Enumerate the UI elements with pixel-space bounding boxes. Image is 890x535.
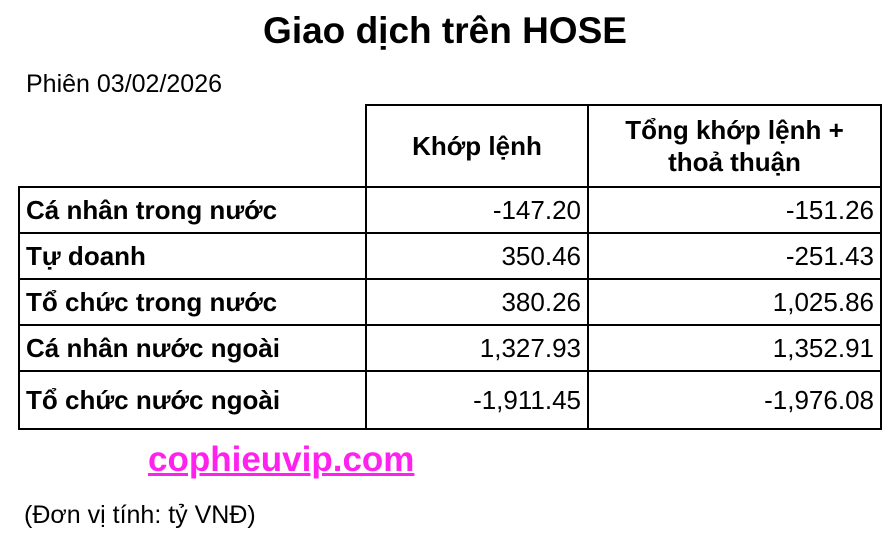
unit-note: (Đơn vị tính: tỷ VNĐ): [24, 501, 256, 529]
table-header: Khớp lệnh Tổng khớp lệnh + thoả thuận: [19, 104, 882, 188]
header-matched: Khớp lệnh: [365, 104, 589, 188]
session-date: Phiên 03/02/2026: [26, 70, 223, 98]
row-label: Tổ chức nước ngoài: [18, 370, 367, 430]
table-row: Tổ chức nước ngoài -1,911.45 -1,976.08: [18, 370, 882, 430]
total-value: -151.26: [587, 186, 882, 234]
empty-corner: [19, 105, 367, 188]
table-row: Cá nhân nước ngoài 1,327.93 1,352.91: [18, 324, 882, 372]
table-row: Tự doanh 350.46 -251.43: [18, 232, 882, 280]
trading-table: Khớp lệnh Tổng khớp lệnh + thoả thuận Cá…: [18, 104, 882, 430]
table-row: Cá nhân trong nước -147.20 -151.26: [18, 186, 882, 234]
watermark-link[interactable]: cophieuvip.com: [148, 440, 415, 479]
matched-value: 380.26: [365, 278, 589, 326]
total-value: -1,976.08: [587, 370, 882, 430]
matched-value: -147.20: [365, 186, 589, 234]
matched-value: 350.46: [365, 232, 589, 280]
row-label: Tự doanh: [18, 232, 367, 280]
total-value: 1,025.86: [587, 278, 882, 326]
total-value: 1,352.91: [587, 324, 882, 372]
total-value: -251.43: [587, 232, 882, 280]
row-label: Tổ chức trong nước: [18, 278, 367, 326]
row-label: Cá nhân trong nước: [18, 186, 367, 234]
matched-value: 1,327.93: [365, 324, 589, 372]
matched-value: -1,911.45: [365, 370, 589, 430]
page-title: Giao dịch trên HOSE: [263, 10, 627, 51]
header-total: Tổng khớp lệnh + thoả thuận: [587, 104, 882, 188]
row-label: Cá nhân nước ngoài: [18, 324, 367, 372]
table-row: Tổ chức trong nước 380.26 1,025.86: [18, 278, 882, 326]
